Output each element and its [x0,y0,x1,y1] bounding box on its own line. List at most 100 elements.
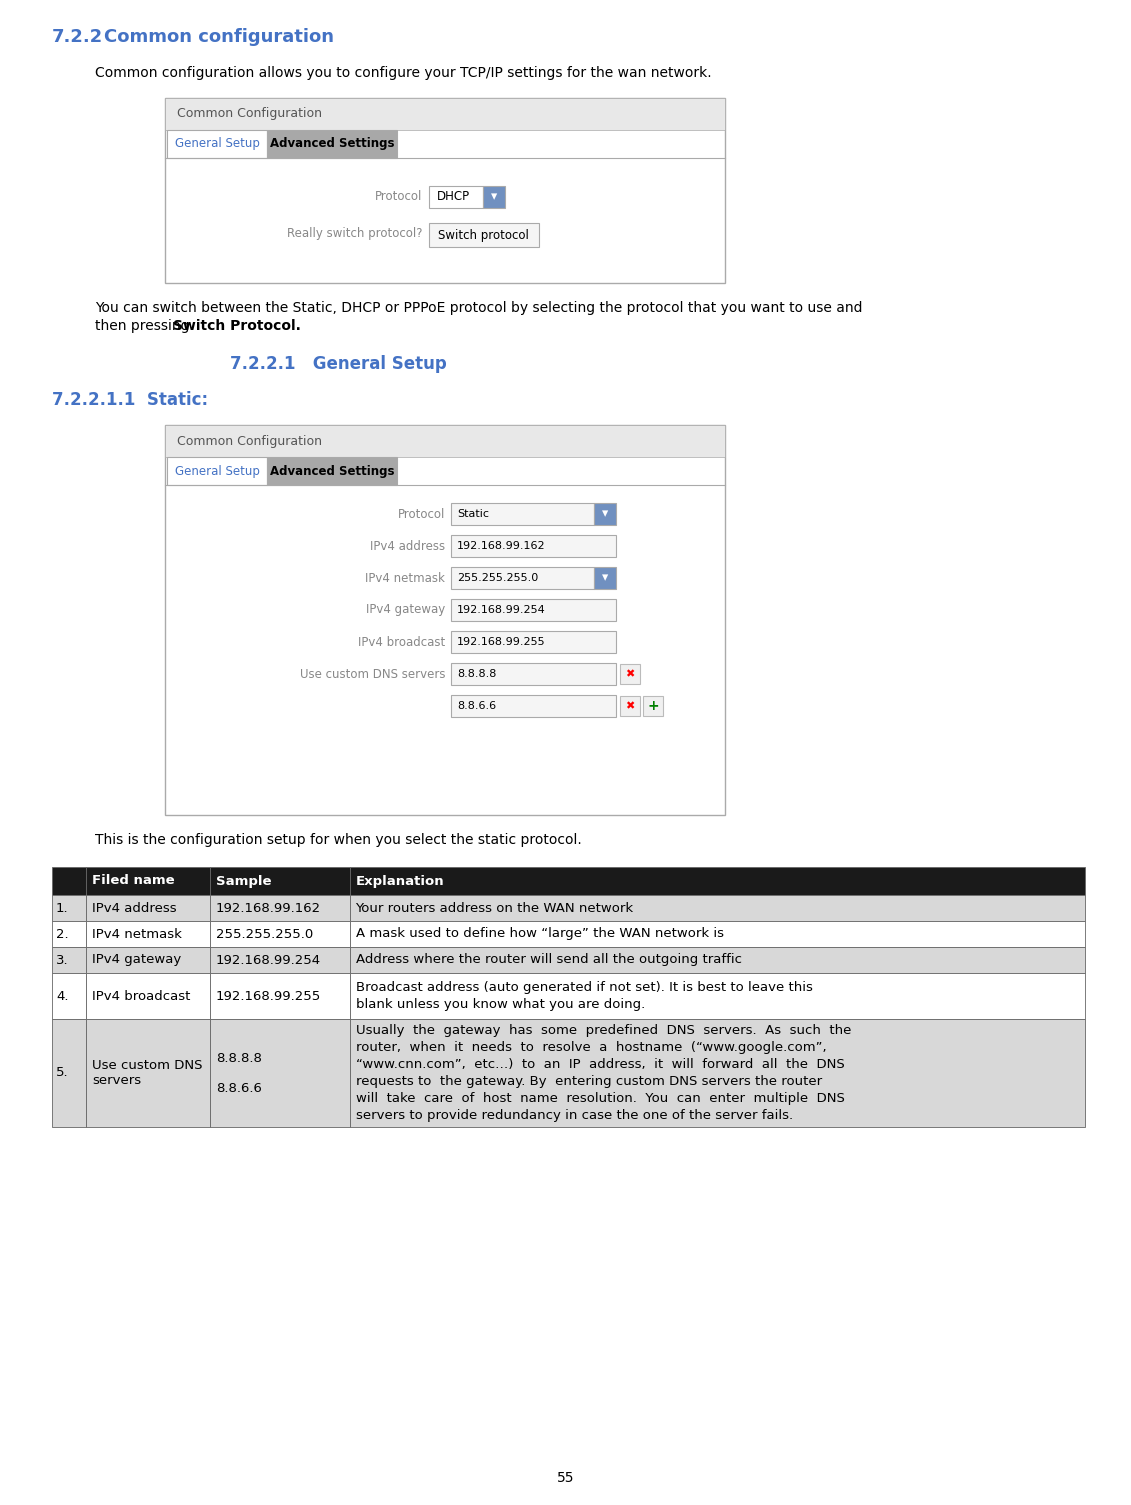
Text: Use custom DNS
servers: Use custom DNS servers [92,1060,202,1087]
Text: Advanced Settings: Advanced Settings [270,137,395,150]
Text: Filed name: Filed name [92,874,174,888]
Text: Common Configuration: Common Configuration [176,435,322,447]
Text: Switch Protocol.: Switch Protocol. [173,319,301,333]
Text: 7.2.2.1.1  Static:: 7.2.2.1.1 Static: [52,391,208,409]
Bar [349,867,1085,895]
Bar [429,223,538,247]
Bar [52,947,86,974]
Text: 192.168.99.254: 192.168.99.254 [216,954,321,966]
Bar [451,664,616,685]
Text: 192.168.99.162: 192.168.99.162 [457,540,545,551]
Text: Address where the router will send all the outgoing traffic: Address where the router will send all t… [355,954,742,966]
Bar [52,867,86,895]
Bar [349,947,1085,974]
Bar [52,921,86,947]
Text: 2.: 2. [57,927,69,941]
Text: ▾: ▾ [602,507,608,521]
Bar [451,695,616,716]
Bar [52,895,86,921]
Text: then pressing: then pressing [95,319,193,333]
Bar [644,695,663,716]
Bar [349,921,1085,947]
Bar [167,458,267,485]
Text: IPv4 address: IPv4 address [92,901,176,915]
Text: IPv4 broadcast: IPv4 broadcast [92,989,190,1002]
Bar [451,503,594,525]
Bar [210,947,349,974]
Bar [165,98,725,129]
Bar [594,567,616,588]
Bar [451,599,616,622]
Text: IPv4 gateway: IPv4 gateway [92,954,181,966]
Text: This is the configuration setup for when you select the static protocol.: This is the configuration setup for when… [95,832,581,847]
Bar [620,695,640,716]
Text: ▾: ▾ [602,572,608,584]
Bar [267,129,397,158]
Bar [86,974,210,1019]
Text: Protocol: Protocol [398,507,444,521]
Bar [349,1019,1085,1127]
Bar [86,947,210,974]
Text: Protocol: Protocol [375,190,423,203]
Text: +: + [647,698,659,713]
Text: General Setup: General Setup [174,465,259,477]
Text: IPv4 gateway: IPv4 gateway [365,604,444,617]
Text: 7.2.2.1   General Setup: 7.2.2.1 General Setup [230,355,447,373]
Text: Switch protocol: Switch protocol [438,229,529,241]
Bar [86,921,210,947]
Text: IPv4 broadcast: IPv4 broadcast [357,635,444,649]
Bar [86,1019,210,1127]
Bar [210,921,349,947]
Text: IPv4 netmask: IPv4 netmask [365,572,444,584]
Text: ✖: ✖ [625,701,634,710]
Bar [210,867,349,895]
Bar [483,187,504,208]
Bar [429,187,483,208]
Bar [451,567,594,588]
Bar [451,631,616,653]
Text: 55: 55 [556,1470,575,1485]
Bar [86,867,210,895]
Text: Broadcast address (auto generated if not set). It is best to leave this
blank un: Broadcast address (auto generated if not… [355,981,812,1011]
Bar [620,664,640,683]
Bar [167,129,267,158]
Text: IPv4 address: IPv4 address [370,539,444,552]
Text: 255.255.255.0: 255.255.255.0 [457,573,538,582]
Bar [165,424,725,816]
Text: Advanced Settings: Advanced Settings [270,465,395,477]
Text: Really switch protocol?: Really switch protocol? [287,226,423,239]
Text: 1.: 1. [57,901,69,915]
Text: 8.8.8.8: 8.8.8.8 [457,670,497,679]
Bar [52,1019,86,1127]
Text: 8.8.8.8

8.8.6.6: 8.8.8.8 8.8.6.6 [216,1052,262,1094]
Text: 4.: 4. [57,989,69,1002]
Text: 192.168.99.162: 192.168.99.162 [216,901,321,915]
Text: IPv4 netmask: IPv4 netmask [92,927,182,941]
Text: 255.255.255.0: 255.255.255.0 [216,927,313,941]
Text: Use custom DNS servers: Use custom DNS servers [300,668,444,680]
Text: 8.8.6.6: 8.8.6.6 [457,701,497,710]
Text: General Setup: General Setup [174,137,259,150]
Bar [52,974,86,1019]
Bar [165,98,725,283]
Bar [86,895,210,921]
Text: ✖: ✖ [625,670,634,679]
Text: DHCP: DHCP [437,191,469,203]
Text: Common configuration allows you to configure your TCP/IP settings for the wan ne: Common configuration allows you to confi… [95,66,711,80]
Text: Common Configuration: Common Configuration [176,107,322,120]
Text: You can switch between the Static, DHCP or PPPoE protocol by selecting the proto: You can switch between the Static, DHCP … [95,301,863,315]
Bar [210,895,349,921]
Bar [165,424,725,458]
Text: 192.168.99.254: 192.168.99.254 [457,605,546,616]
Text: A mask used to define how “large” the WAN network is: A mask used to define how “large” the WA… [355,927,724,941]
Text: Static: Static [457,509,489,519]
Bar [594,503,616,525]
Text: Sample: Sample [216,874,271,888]
Text: ▾: ▾ [491,191,497,203]
Bar [210,974,349,1019]
Bar [210,1019,349,1127]
Bar [349,974,1085,1019]
Bar [451,534,616,557]
Text: 192.168.99.255: 192.168.99.255 [216,989,321,1002]
Text: 7.2.2: 7.2.2 [52,29,103,47]
